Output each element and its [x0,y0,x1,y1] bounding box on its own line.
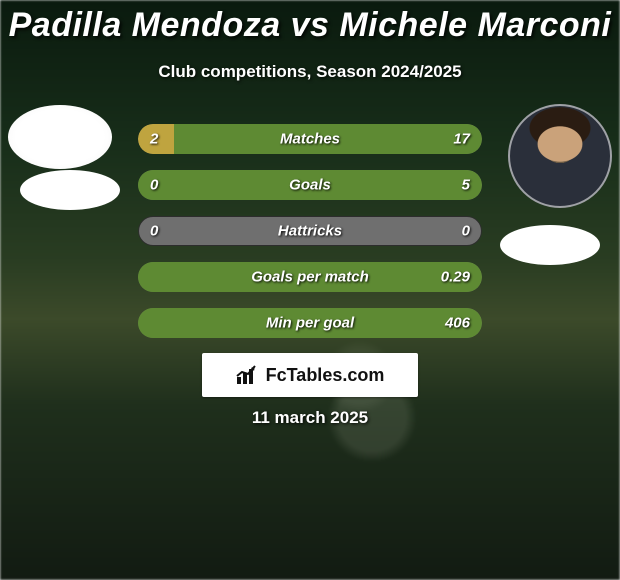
stat-label: Matches [280,131,340,148]
branding-icon [236,365,260,385]
stat-label: Hattricks [278,223,342,240]
stat-right-value: 17 [453,131,470,148]
stat-left-value: 0 [150,177,158,194]
stat-left-value: 2 [150,131,158,148]
snapshot-date: 11 march 2025 [0,408,620,428]
player-left-flag [20,170,120,210]
stat-label: Goals [289,177,331,194]
branding-badge: FcTables.com [202,353,418,397]
player-right-avatar [508,104,612,208]
stat-label: Goals per match [251,269,369,286]
stat-right-value: 406 [445,315,470,332]
branding-text: FcTables.com [266,365,385,386]
stat-label: Min per goal [266,315,354,332]
player-left-avatar [8,105,112,169]
stat-row: Hattricks 0 0 [138,216,482,246]
stat-row: Min per goal 406 [138,308,482,338]
stat-row: Goals 0 5 [138,170,482,200]
player-right-flag [500,225,600,265]
comparison-chart: Matches 2 17 Goals 0 5 Hattricks 0 0 Goals per ma… [138,124,482,354]
stat-right-value: 0.29 [441,269,470,286]
page-subtitle: Club competitions, Season 2024/2025 [0,62,620,82]
stat-right-value: 5 [462,177,470,194]
stat-row: Goals per match 0.29 [138,262,482,292]
stat-right-value: 0 [462,223,470,240]
stat-row: Matches 2 17 [138,124,482,154]
page-title: Padilla Mendoza vs Michele Marconi [0,6,620,45]
stat-left-value: 0 [150,223,158,240]
